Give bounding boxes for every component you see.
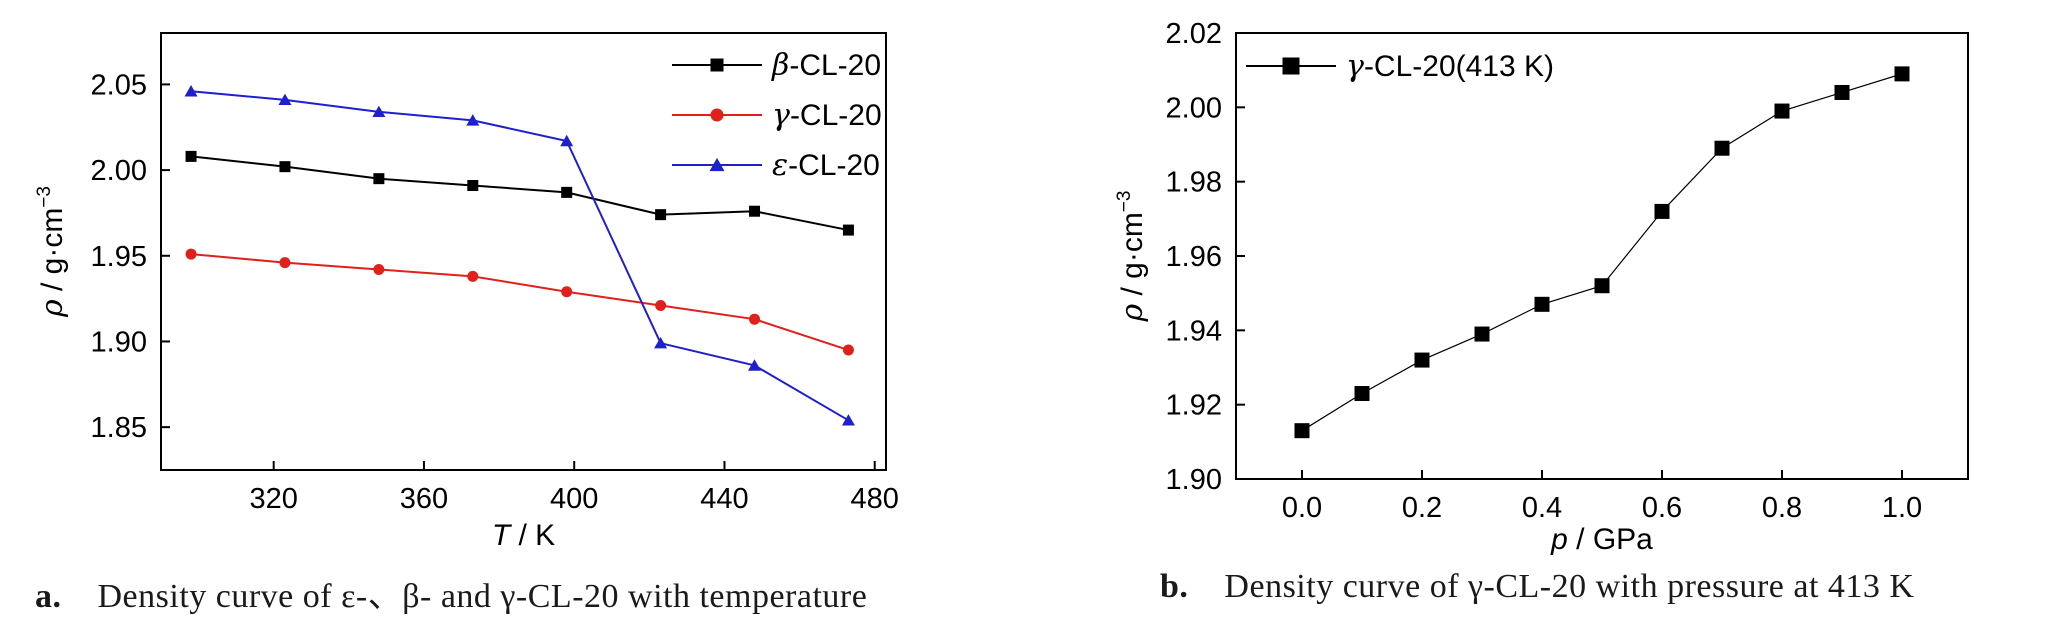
data-point xyxy=(278,93,292,106)
y-tick-label: 2.05 xyxy=(91,69,147,101)
legend-entry: β-CL-20 xyxy=(672,48,881,83)
series-line xyxy=(190,155,849,232)
caption-b: b. Density curve of γ-CL-20 with pressure… xyxy=(1160,568,1914,606)
y-axis-label: ρ / g·cm−3 xyxy=(1114,191,1150,323)
chart-temperature-density: 320 360 400 440 480 1.85 1.90 1.95 2.00 2.05 T / K… xyxy=(34,32,899,552)
caption-a: a. Density curve of ε-、β- and γ-CL-20 wit… xyxy=(35,568,867,617)
data-point xyxy=(185,248,197,260)
x-tick-label: 0.4 xyxy=(1522,492,1562,524)
series-line xyxy=(190,90,849,422)
series-γ-CL-20 xyxy=(185,248,854,356)
y-tick-label: 2.02 xyxy=(1166,18,1222,50)
y-tick-label: 1.85 xyxy=(91,412,147,444)
legend-label: β-CL-20 xyxy=(771,48,881,83)
plot-frame xyxy=(160,32,887,471)
y-tick-label: 1.94 xyxy=(1166,315,1222,347)
data-point xyxy=(279,161,291,173)
data-point xyxy=(560,134,574,147)
series-line xyxy=(1301,73,1903,432)
data-point xyxy=(1414,352,1430,368)
data-point xyxy=(373,263,385,275)
data-point xyxy=(561,286,573,298)
data-point xyxy=(467,270,479,282)
legend-entry: ε-CL-20 xyxy=(672,148,880,183)
legend-label: ε-CL-20 xyxy=(772,148,880,183)
x-tick-label: 400 xyxy=(550,483,598,515)
data-point xyxy=(654,336,668,349)
legend-marker xyxy=(710,108,724,122)
series-ε-CL-20 xyxy=(184,85,855,426)
y-axis-label: ρ / g·cm−3 xyxy=(34,186,70,318)
data-point xyxy=(749,313,761,325)
legend-label: γ-CL-20 xyxy=(772,98,882,133)
plot-frame xyxy=(1235,32,1969,480)
y-tick-label: 1.98 xyxy=(1166,167,1222,199)
data-point xyxy=(185,150,197,162)
legend-label: γ-CL-20(413 K) xyxy=(1346,49,1554,84)
x-tick-label: 1.0 xyxy=(1882,492,1922,524)
legend-marker xyxy=(710,58,724,72)
y-tick-label: 1.95 xyxy=(91,241,147,273)
x-axis-label: T / K xyxy=(492,519,555,552)
series-γ-CL-20(413 K) xyxy=(1294,66,1910,439)
legend-marker xyxy=(709,157,725,172)
x-tick-label: 360 xyxy=(400,483,448,515)
data-point xyxy=(1894,66,1910,82)
data-point xyxy=(466,114,480,126)
data-point xyxy=(841,414,855,426)
y-tick-label: 1.96 xyxy=(1166,241,1222,273)
x-tick-label: 0.2 xyxy=(1402,492,1442,524)
data-point xyxy=(467,180,479,192)
data-point xyxy=(842,344,854,356)
data-point xyxy=(1354,386,1370,402)
data-point xyxy=(748,359,762,371)
x-tick-label: 480 xyxy=(851,483,899,515)
caption-b-label: b. xyxy=(1160,568,1189,605)
data-point xyxy=(372,105,386,118)
x-tick-label: 0.0 xyxy=(1282,492,1322,524)
data-point xyxy=(279,257,291,269)
x-tick-label: 0.8 xyxy=(1762,492,1802,524)
legend-entry: γ-CL-20 xyxy=(672,98,882,133)
y-tick-label: 2.00 xyxy=(91,155,147,187)
data-point xyxy=(1594,278,1610,294)
data-point xyxy=(655,299,667,311)
data-point xyxy=(1834,84,1850,100)
x-tick-label: 320 xyxy=(249,483,297,515)
data-point xyxy=(1534,296,1550,312)
chart-pressure-density: 0.0 0.2 0.4 0.6 0.8 1.0 1.90 1.92 1.94 1.96 1.98 2.… xyxy=(1114,18,1969,556)
legend-entry: γ-CL-20(413 K) xyxy=(1246,49,1554,84)
data-point xyxy=(184,85,198,97)
series-β-CL-20 xyxy=(185,150,854,236)
y-tick-label: 1.90 xyxy=(91,326,147,358)
data-point xyxy=(749,205,761,217)
caption-a-label: a. xyxy=(35,578,62,615)
x-axis-label: p / GPa xyxy=(1550,523,1653,556)
data-point xyxy=(1654,203,1670,219)
caption-b-text: Density curve of γ-CL-20 with pressure a… xyxy=(1224,568,1915,605)
y-tick-label: 1.92 xyxy=(1166,390,1222,422)
data-point xyxy=(1774,103,1790,119)
data-point xyxy=(373,173,385,185)
data-point xyxy=(1294,423,1310,439)
y-tick-label: 2.00 xyxy=(1166,92,1222,124)
data-point xyxy=(842,224,854,236)
figure-canvas: 320 360 400 440 480 1.85 1.90 1.95 2.00 2.05 T / K… xyxy=(34,18,1969,556)
x-tick-label: 0.6 xyxy=(1642,492,1682,524)
x-tick-label: 440 xyxy=(700,483,748,515)
data-point xyxy=(561,186,573,198)
data-point xyxy=(1474,326,1490,342)
y-tick-label: 1.90 xyxy=(1166,464,1222,496)
legend-marker xyxy=(1282,57,1300,75)
data-point xyxy=(655,209,667,221)
data-point xyxy=(1714,140,1730,156)
caption-a-text: Density curve of ε-、β- and γ-CL-20 with … xyxy=(97,578,868,615)
series-line xyxy=(190,253,849,351)
